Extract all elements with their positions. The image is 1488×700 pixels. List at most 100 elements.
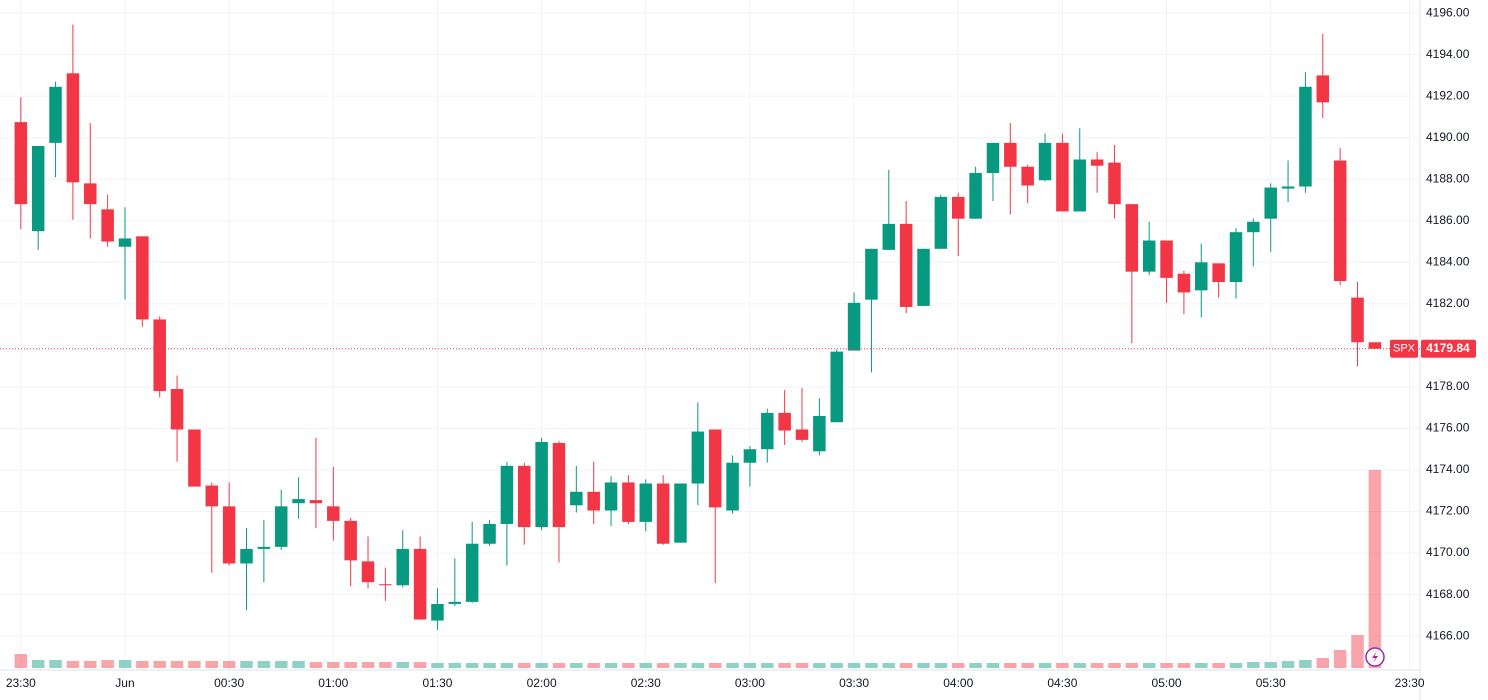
candle-body: [49, 86, 62, 143]
candle-body: [639, 483, 653, 522]
volume-bar: [1229, 663, 1243, 668]
x-tick-label: 02:00: [527, 676, 557, 690]
candle-body: [726, 462, 739, 511]
candle-body: [518, 465, 531, 528]
candle-body: [84, 183, 97, 205]
candle-body: [1316, 75, 1330, 103]
volume-bar: [813, 663, 826, 668]
candle-body: [1038, 142, 1052, 181]
candle-body: [1247, 221, 1260, 233]
volume-bar: [240, 661, 253, 668]
candle-body: [344, 520, 357, 561]
candle-body: [1229, 232, 1243, 283]
volume-bar: [222, 661, 236, 668]
candle-body: [951, 196, 965, 219]
volume-bar: [153, 661, 166, 668]
candle-body: [1125, 204, 1139, 272]
volume-bar: [535, 663, 548, 668]
candle-body: [361, 561, 375, 583]
candle-body: [535, 441, 548, 528]
volume-bar: [1004, 663, 1017, 668]
volume-bar: [986, 663, 1000, 668]
x-tick-label: 00:30: [214, 676, 244, 690]
volume-bar: [500, 663, 514, 668]
volume-bar: [49, 660, 62, 668]
candle-body: [188, 429, 201, 487]
volume-bar: [31, 660, 45, 668]
volume-bar: [726, 663, 739, 668]
candle-body: [795, 429, 809, 440]
candle-body: [1368, 342, 1382, 349]
volume-bar: [66, 661, 80, 668]
candle-body: [969, 173, 982, 219]
candle-body: [1160, 240, 1173, 278]
candle-body: [570, 491, 583, 506]
candle-body: [1177, 273, 1191, 293]
volume-bar: [1316, 658, 1330, 668]
candle-body: [917, 248, 930, 306]
candle-body: [830, 351, 843, 423]
y-tick-label: 4192.00: [1426, 88, 1470, 102]
candle-body: [674, 483, 687, 543]
volume-bar: [708, 663, 722, 668]
volume-bar: [101, 660, 114, 668]
volume-bar: [136, 661, 149, 668]
volume-bar: [951, 663, 965, 668]
candle-body: [379, 584, 392, 586]
x-tick-label: 02:30: [631, 676, 661, 690]
volume-bar: [778, 663, 791, 668]
candle-body: [170, 388, 184, 430]
candle-body: [1090, 159, 1104, 166]
volume-bar: [1160, 663, 1173, 668]
volume-bar: [431, 663, 444, 668]
grid: [0, 0, 1420, 670]
candle-body: [136, 236, 149, 320]
volume-bar: [1247, 662, 1260, 668]
volume-bar: [483, 663, 496, 668]
x-tick-label: 03:30: [839, 676, 869, 690]
candles: [14, 24, 1382, 630]
x-tick-label: 05:00: [1152, 676, 1182, 690]
candle-body: [1142, 240, 1156, 272]
candle-body: [413, 548, 427, 620]
candle-body: [865, 248, 878, 300]
candle-body: [292, 499, 305, 504]
y-tick-label: 4182.00: [1426, 296, 1470, 310]
volume-bar: [1212, 663, 1225, 668]
lightning-icon: [1365, 647, 1385, 667]
volume-bar: [257, 661, 271, 668]
candle-body: [1195, 262, 1208, 291]
volume-bar: [743, 663, 757, 668]
y-tick-label: 4174.00: [1426, 462, 1470, 476]
volume-bar: [1108, 663, 1121, 668]
candle-body: [448, 601, 462, 604]
volume-bar: [865, 663, 878, 668]
candle-body: [31, 146, 45, 232]
volume-bar: [205, 661, 219, 668]
volume-bar: [552, 663, 566, 668]
last-price-label: 4179.84: [1426, 341, 1470, 355]
x-tick-label: 03:00: [735, 676, 765, 690]
candle-body: [327, 506, 340, 521]
candle-body: [1264, 187, 1277, 219]
volume-bar: [1056, 663, 1069, 668]
x-tick-label: 04:00: [943, 676, 973, 690]
volume-bar: [344, 662, 357, 668]
y-tick-label: 4168.00: [1426, 587, 1470, 601]
candle-body: [1004, 142, 1017, 167]
last-price-badge: [1421, 339, 1476, 358]
icon-bolt: [1372, 651, 1378, 663]
volume-bar: [1142, 663, 1156, 668]
y-tick-label: 4186.00: [1426, 213, 1470, 227]
candle-body: [1281, 186, 1295, 189]
volume-bar: [795, 663, 809, 668]
candle-body: [396, 548, 409, 586]
x-tick-label: Jun: [115, 676, 134, 690]
volume-bar: [274, 661, 288, 668]
candle-body: [587, 491, 600, 511]
volume-bar: [379, 662, 392, 668]
y-tick-label: 4190.00: [1426, 130, 1470, 144]
candle-body: [1212, 263, 1225, 283]
